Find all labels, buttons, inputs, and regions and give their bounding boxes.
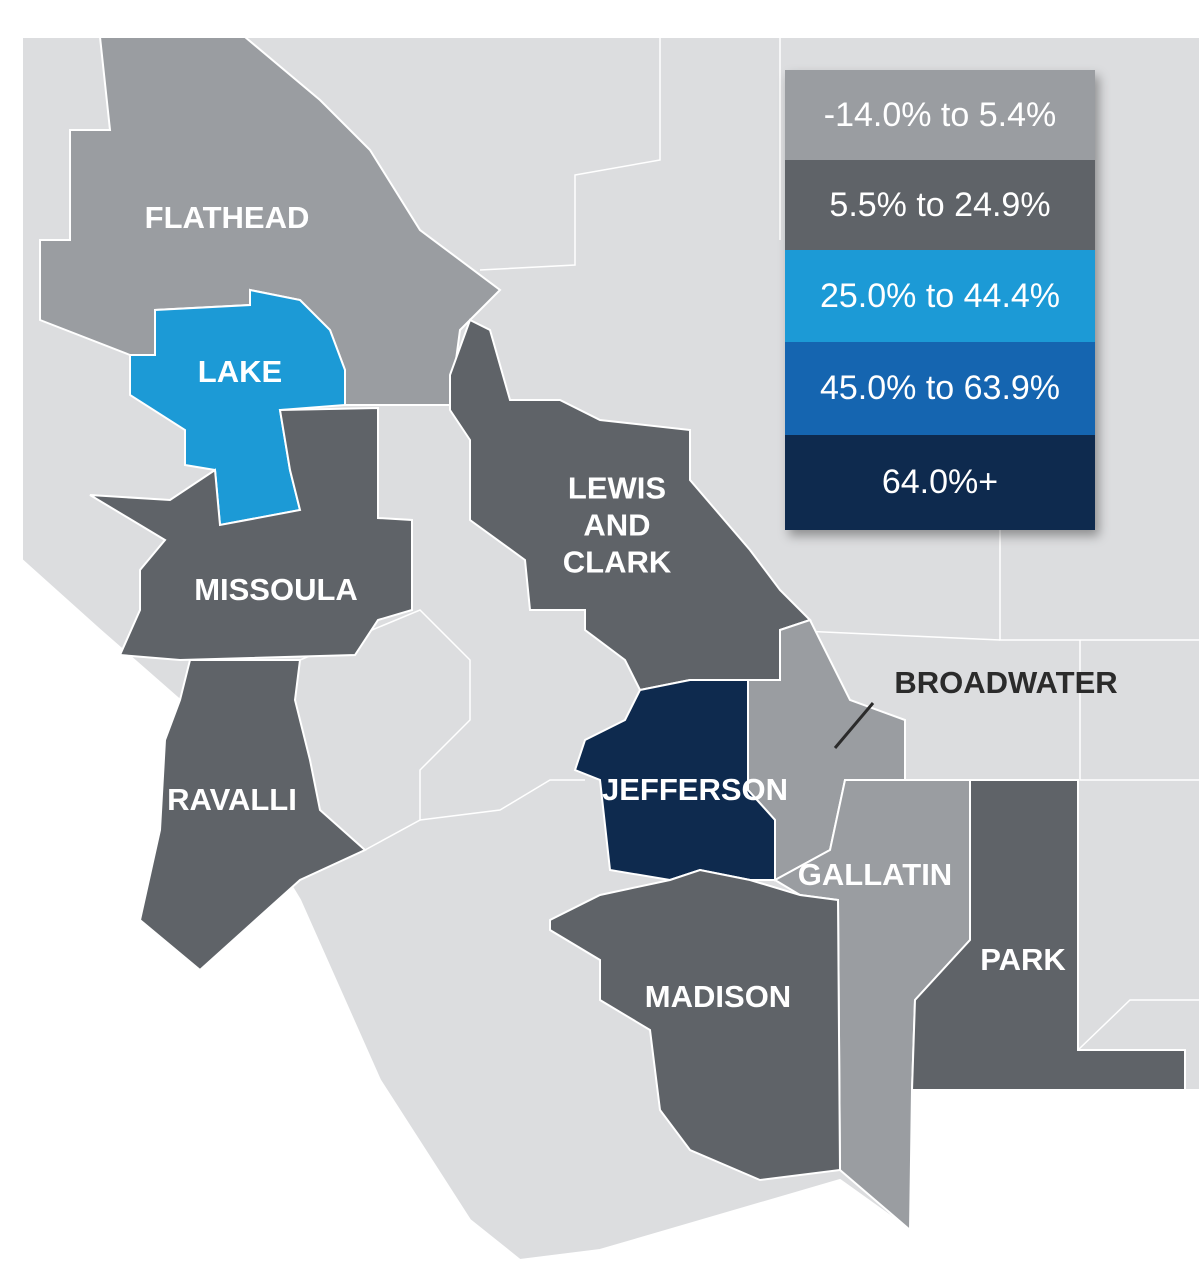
county-label: BROADWATER [894,665,1118,700]
county-label: JEFFERSON [601,772,789,807]
legend-item: -14.0% to 5.4% [785,70,1095,160]
county-label: FLATHEAD [144,200,310,235]
county [89,406,413,662]
county-label: MISSOULA [194,572,358,607]
county [549,868,842,1182]
county-label: RAVALLI [167,782,297,817]
legend: -14.0% to 5.4% 5.5% to 24.9% 25.0% to 44.4… [785,70,1095,530]
county-label: GALLATIN [797,857,953,892]
county-label: LAKE [197,354,283,389]
border [479,37,661,271]
legend-item: 64.0%+ [785,435,1095,530]
county [910,779,1186,1091]
legend-item: 5.5% to 24.9% [785,160,1095,250]
county [138,659,367,972]
leader-line [833,702,875,749]
county-label: MADISON [644,979,792,1014]
border [1079,640,1200,781]
county-label: PARK [980,942,1066,977]
county-label: LEWIS AND CLARK [562,470,672,580]
legend-item: 25.0% to 44.4% [785,250,1095,342]
legend-item: 45.0% to 63.9% [785,342,1095,435]
border [1077,999,1200,1051]
border [419,779,585,821]
